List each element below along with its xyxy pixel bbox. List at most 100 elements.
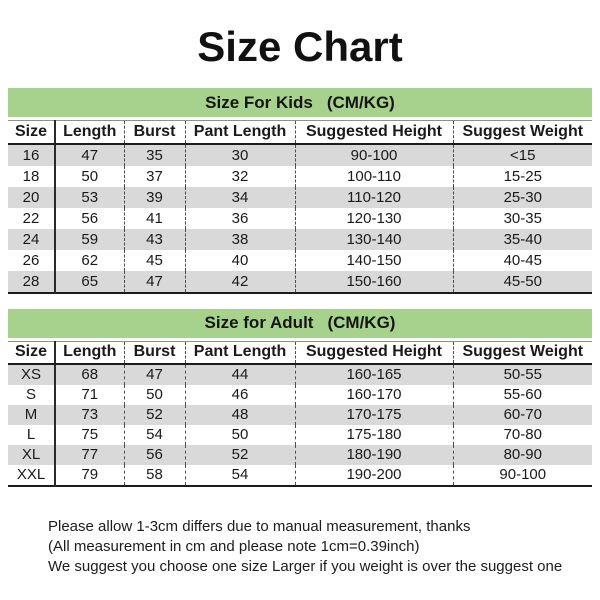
table-row: 20 53 39 34 110-120 25-30	[8, 186, 592, 208]
column-header-burst: Burst	[124, 120, 186, 145]
kids-section-header: Size For Kids (CM/KG)	[8, 88, 592, 117]
measurement-notes: Please allow 1-3cm differs due to manual…	[48, 517, 592, 577]
table-row: XXL 79 58 54 190-200 90-100	[8, 465, 592, 486]
table-cell: 68	[55, 364, 125, 385]
table-row: 26 62 45 40 140-150 40-45	[8, 249, 592, 271]
table-cell: 150-160	[295, 270, 454, 293]
table-cell: 34	[185, 186, 296, 208]
table-cell: 44	[185, 364, 296, 385]
adult-table-body: XS 68 47 44 160-165 50-55 S 71 50 46 160-170 55-60 M…	[8, 364, 592, 486]
table-cell: 42	[185, 270, 296, 293]
column-header-burst: Burst	[124, 340, 186, 365]
note-line: (All measurement in cm and please note 1…	[48, 538, 420, 555]
table-cell: 47	[124, 364, 186, 385]
table-row: 16 47 35 30 90-100 <15	[8, 143, 592, 166]
table-cell: 26	[8, 249, 56, 271]
kids-section-unit: (CM/KG)	[326, 92, 395, 112]
table-row: XS 68 47 44 160-165 50-55	[8, 364, 592, 385]
column-header-pant-length: Pant Length	[185, 340, 296, 365]
table-cell: 79	[55, 465, 125, 486]
table-cell: 36	[185, 207, 296, 229]
table-cell: 30-35	[503, 209, 542, 227]
table-cell: 35-40	[503, 230, 542, 248]
table-cell: 52	[124, 405, 186, 425]
column-header-pant-length: Pant Length	[185, 120, 296, 145]
page-title: Size Chart	[197, 23, 403, 70]
column-header-suggest-weight: Suggest Weight	[453, 120, 592, 145]
table-cell: 46	[185, 385, 296, 405]
table-cell: XXL	[8, 465, 56, 486]
kids-size-table: Size Length Burst Pant Length Suggested …	[8, 120, 592, 294]
table-cell: <15	[510, 146, 536, 164]
table-row: XL 77 56 52 180-190 80-90	[8, 445, 592, 465]
table-cell: 90-100	[295, 143, 454, 166]
table-cell: 16	[8, 143, 56, 166]
table-cell: XS	[8, 364, 56, 385]
table-cell: 73	[55, 405, 125, 425]
table-cell: 130-140	[295, 228, 454, 250]
table-cell: 50	[185, 425, 296, 445]
column-header-suggested-height: Suggested Height	[295, 120, 454, 145]
table-cell: 50	[55, 165, 125, 187]
table-cell: 43	[124, 228, 186, 250]
table-cell: 56	[55, 207, 125, 229]
table-cell: 48	[185, 405, 296, 425]
table-cell: M	[8, 405, 56, 425]
table-cell: S	[8, 385, 56, 405]
table-cell: 60-70	[503, 406, 542, 423]
table-cell: 62	[55, 249, 125, 271]
table-cell: 65	[55, 270, 125, 293]
table-cell: 22	[8, 207, 56, 229]
column-header-length: Length	[55, 120, 125, 145]
table-cell: 140-150	[295, 249, 454, 271]
table-row: S 71 50 46 160-170 55-60	[8, 385, 592, 405]
table-cell: 59	[55, 228, 125, 250]
note-line: Please allow 1-3cm differs due to manual…	[48, 518, 471, 535]
column-header-size: Size	[8, 120, 56, 145]
kids-table-body: 16 47 35 30 90-100 <15 18 50 37 32 100-110 15-25 20 5…	[8, 143, 592, 293]
table-cell: 54	[185, 465, 296, 486]
table-row: 24 59 43 38 130-140 35-40	[8, 228, 592, 250]
table-cell: 170-175	[295, 405, 454, 425]
kids-section-title: Size For Kids	[205, 92, 313, 112]
column-header-suggest-weight: Suggest Weight	[453, 340, 592, 365]
table-cell: 56	[124, 445, 186, 465]
table-cell: 90-100	[499, 466, 547, 483]
table-row: M 73 52 48 170-175 60-70	[8, 405, 592, 425]
table-cell: 100-110	[295, 165, 454, 187]
table-cell: 55-60	[503, 386, 542, 403]
table-row: 18 50 37 32 100-110 15-25	[8, 165, 592, 187]
kids-section: Size For Kids (CM/KG) Size Length Burst …	[0, 88, 600, 294]
table-row: 28 65 47 42 150-160 45-50	[8, 270, 592, 293]
table-cell: 160-165	[295, 364, 454, 385]
adult-size-table: Size Length Burst Pant Length Suggested …	[8, 340, 592, 487]
table-cell: 58	[124, 465, 186, 486]
table-cell: 175-180	[295, 425, 454, 445]
table-cell: 25-30	[503, 188, 542, 206]
table-row: L 75 54 50 175-180 70-80	[8, 425, 592, 445]
table-cell: 190-200	[295, 465, 454, 486]
table-cell: 18	[8, 165, 56, 187]
table-header-row: Size Length Burst Pant Length Suggested …	[8, 120, 592, 145]
table-cell: 71	[55, 385, 125, 405]
table-cell: 120-130	[295, 207, 454, 229]
table-cell: 20	[8, 186, 56, 208]
table-cell: 40-45	[503, 251, 542, 269]
table-cell: 15-25	[503, 167, 542, 185]
table-cell: 53	[55, 186, 125, 208]
table-cell: 110-120	[295, 186, 454, 208]
table-cell: 32	[185, 165, 296, 187]
table-cell: 38	[185, 228, 296, 250]
column-header-size: Size	[8, 340, 56, 365]
table-cell: 41	[124, 207, 186, 229]
table-cell: 24	[8, 228, 56, 250]
table-cell: 75	[55, 425, 125, 445]
table-cell: 54	[124, 425, 186, 445]
table-cell: 45-50	[503, 272, 542, 290]
table-cell: 77	[55, 445, 125, 465]
table-cell: 35	[124, 143, 186, 166]
adult-section-unit: (CM/KG)	[327, 313, 396, 332]
table-cell: 50-55	[503, 366, 542, 383]
table-cell: 50	[124, 385, 186, 405]
